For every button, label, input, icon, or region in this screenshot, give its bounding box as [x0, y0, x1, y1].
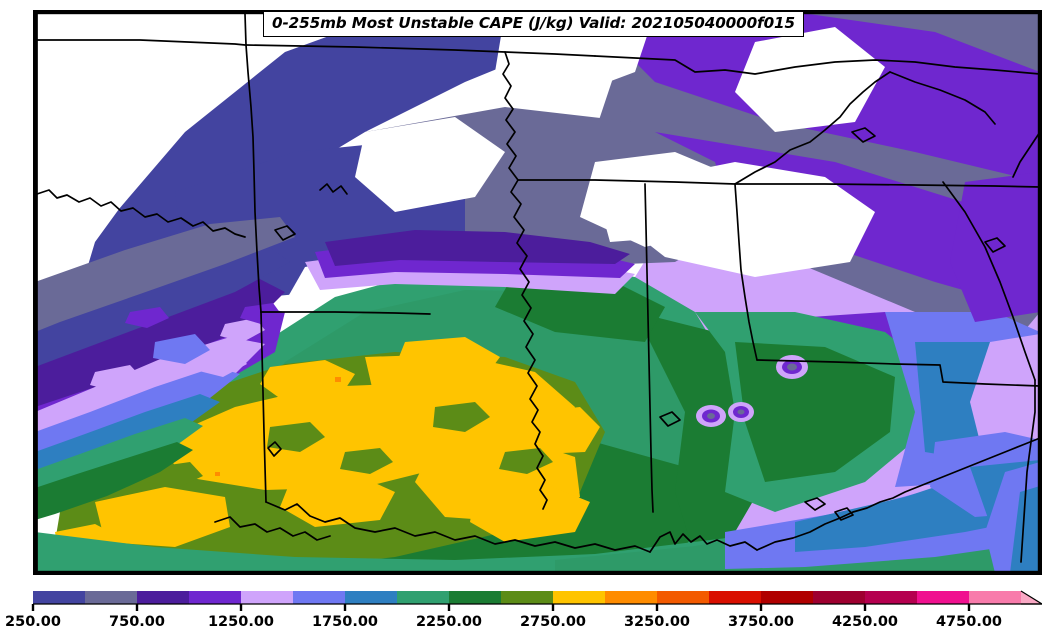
colorbar-tick-label: 1250.00	[208, 614, 274, 630]
colorbar-tick-label: 250.00	[5, 614, 61, 630]
colorbar-tick-label: 2750.00	[520, 614, 586, 630]
colorbar-segment	[449, 591, 502, 604]
colorbar-ticks	[31, 603, 1042, 611]
colorbar-segment	[85, 591, 138, 604]
colorbar-segment	[605, 591, 658, 604]
colorbar-tick-label: 1750.00	[312, 614, 378, 630]
colorbar-tick-label: 750.00	[109, 614, 165, 630]
colorbar-tick-label: 4250.00	[832, 614, 898, 630]
colorbar-segment	[293, 591, 346, 604]
colorbar-segment	[501, 591, 554, 604]
cape-contour-map	[35, 12, 1040, 573]
colorbar-segment	[553, 591, 606, 604]
map-title-box: 0-255mb Most Unstable CAPE (J/kg) Valid:…	[263, 11, 804, 38]
colorbar-segment	[813, 591, 866, 604]
colorbar-tick-label: 3750.00	[728, 614, 794, 630]
colorbar-segment	[189, 591, 242, 604]
colorbar[interactable]: 250.00 750.00 1250.00 1750.00 2250.00 2750.00…	[0, 586, 1042, 633]
colorbar-tick-label: 2250.00	[416, 614, 482, 630]
colorbar-segment	[657, 591, 710, 604]
map-panel[interactable]	[33, 10, 1042, 575]
colorbar-segment	[241, 591, 294, 604]
colorbar-segment	[761, 591, 814, 604]
colorbar-segment	[969, 591, 1022, 604]
colorbar-segment	[33, 591, 86, 604]
colorbar-tick-label: 3250.00	[624, 614, 690, 630]
colorbar-segment	[865, 591, 918, 604]
colorbar-segments	[33, 591, 1022, 604]
colorbar-tick-label: 4750.00	[936, 614, 1002, 630]
colorbar-svg: 250.00 750.00 1250.00 1750.00 2250.00 2750.00…	[5, 590, 1042, 630]
colorbar-extend-arrow	[1020, 590, 1042, 605]
colorbar-segment	[345, 591, 398, 604]
colorbar-segment	[137, 591, 190, 604]
colorbar-segment	[917, 591, 970, 604]
cape-shading-layer	[35, 12, 1040, 573]
map-title-text: 0-255mb Most Unstable CAPE (J/kg) Valid:…	[272, 14, 795, 32]
colorbar-segment	[397, 591, 450, 604]
colorbar-tick-labels: 250.00 750.00 1250.00 1750.00 2250.00 2750.00…	[5, 614, 1002, 630]
colorbar-segment	[709, 591, 762, 604]
